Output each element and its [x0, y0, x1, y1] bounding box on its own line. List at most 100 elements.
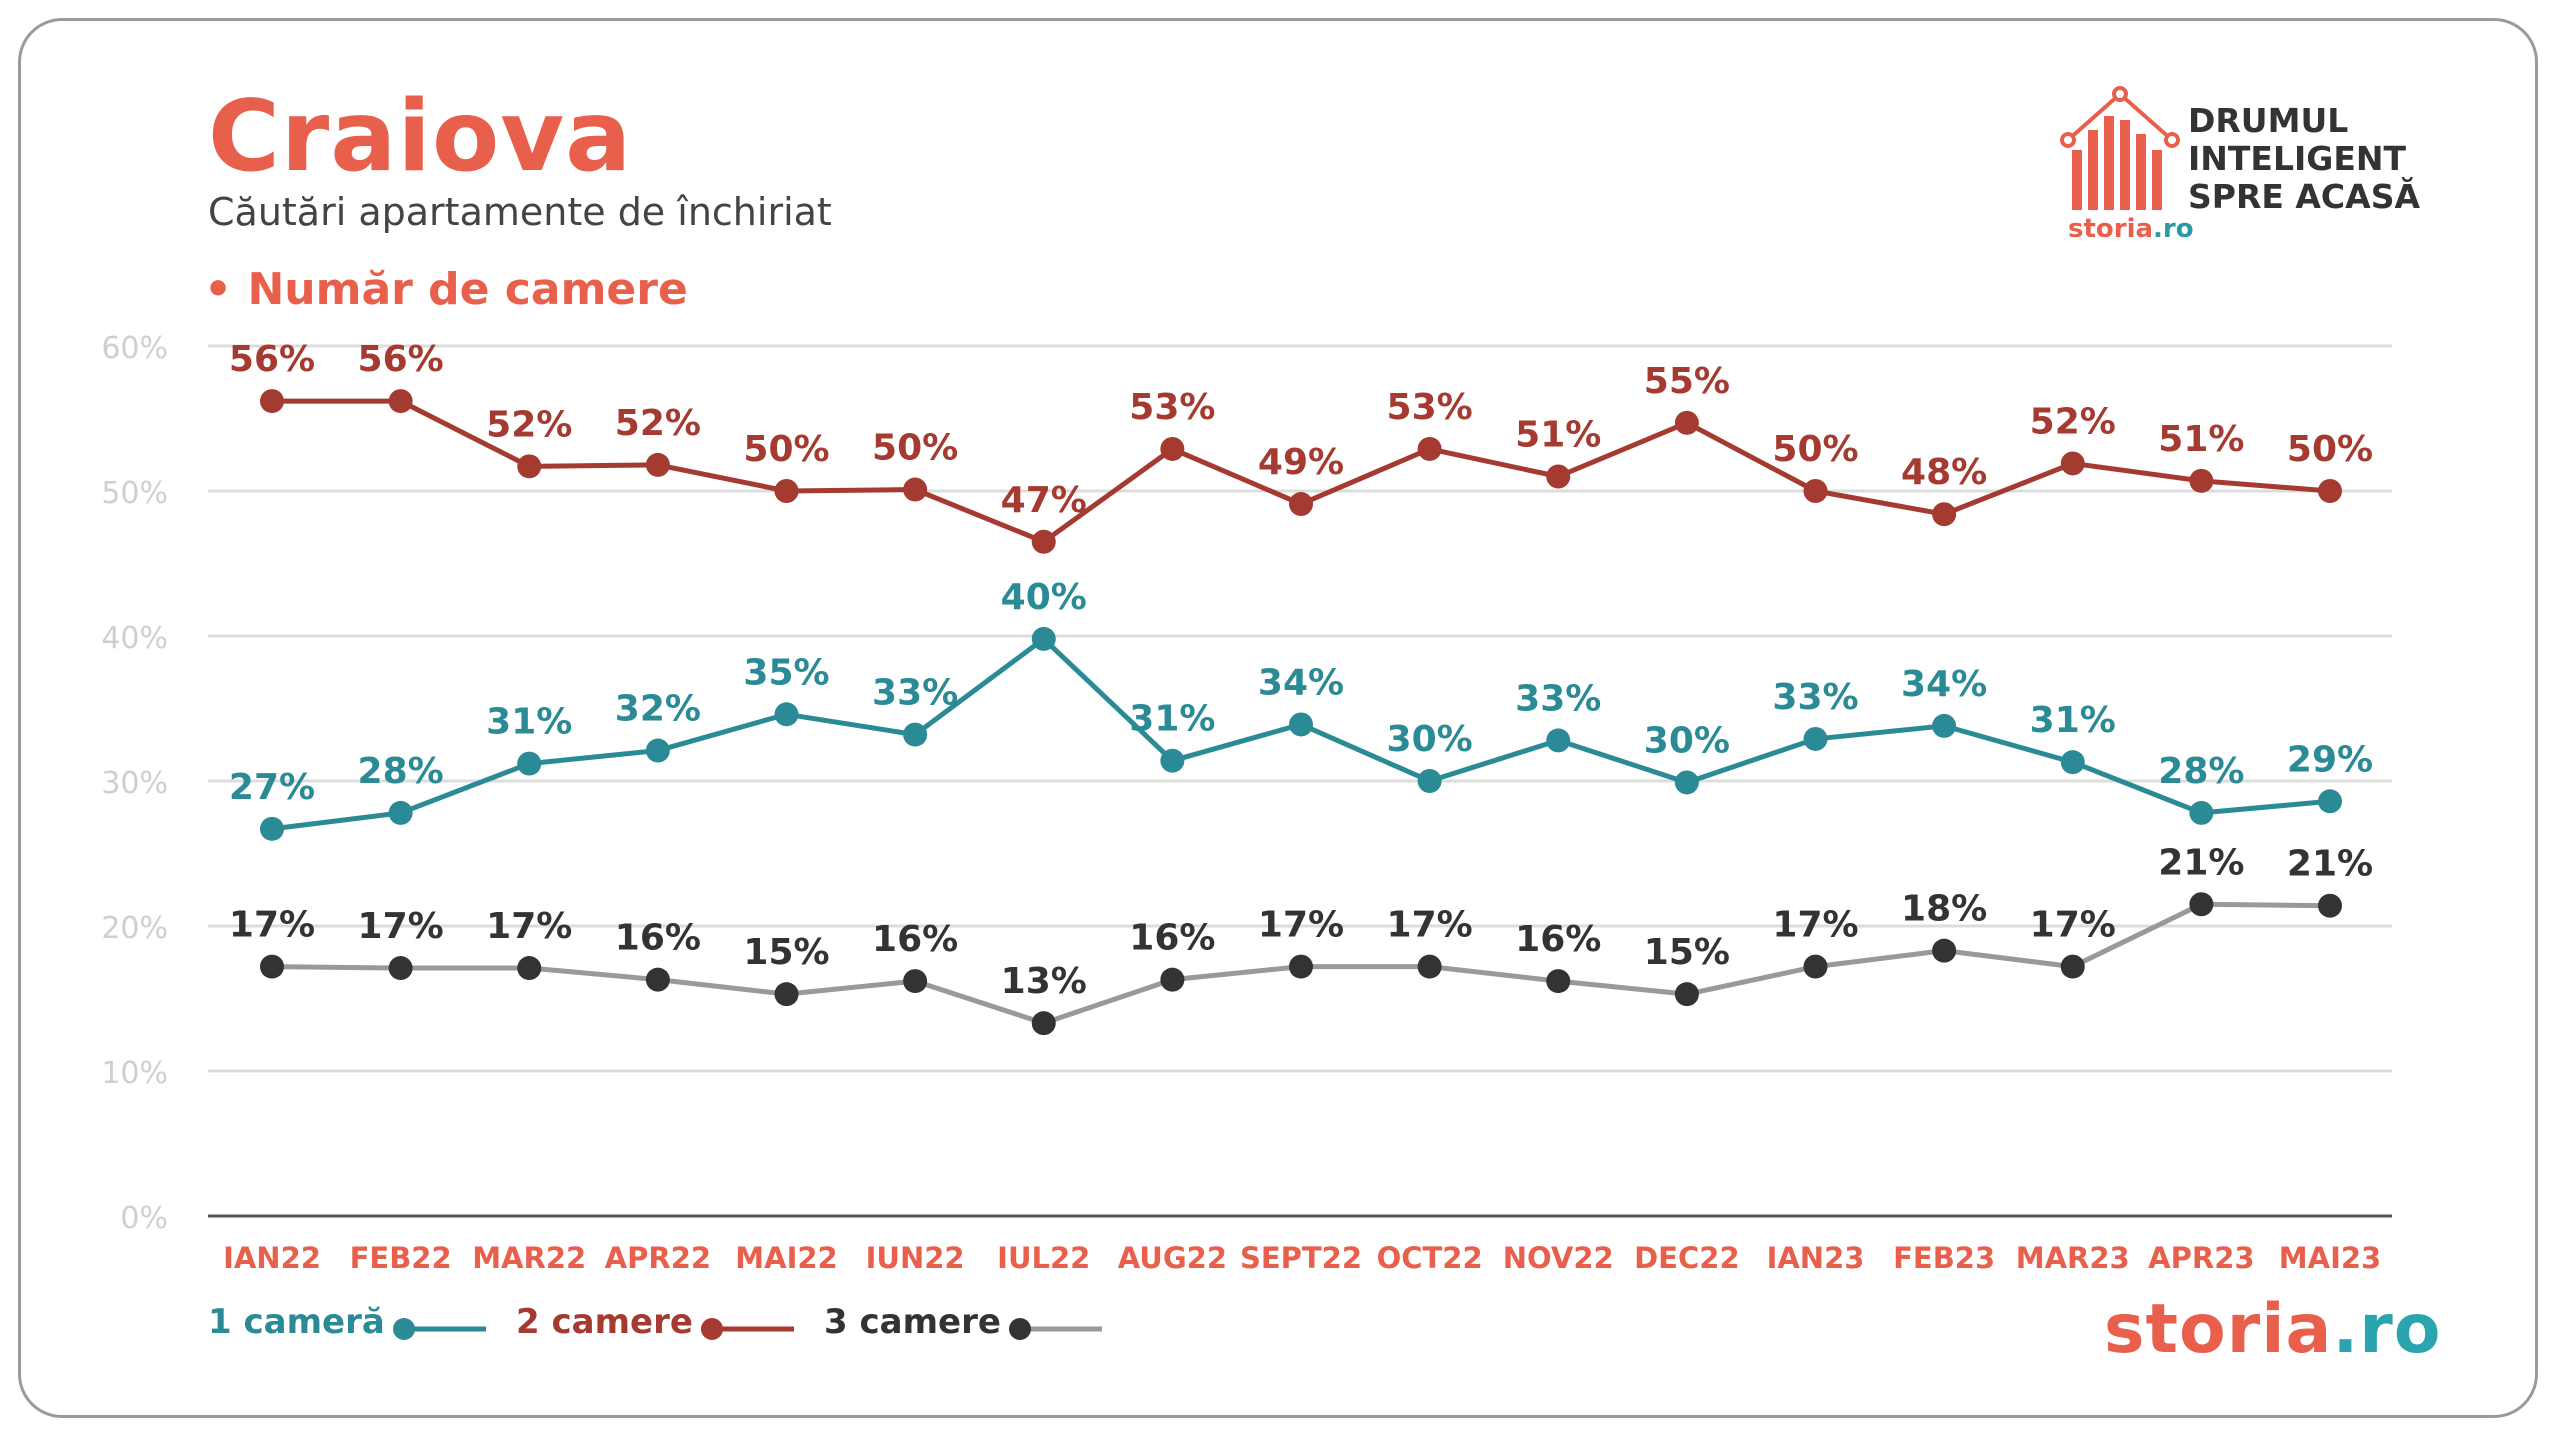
data-label: 17%: [1258, 905, 1344, 946]
y-tick-label: 60%: [101, 331, 168, 366]
data-point: [645, 967, 670, 992]
data-point: [2189, 468, 2214, 493]
data-label: 16%: [1515, 919, 1601, 960]
data-point: [388, 389, 413, 414]
data-label: 49%: [1258, 442, 1344, 483]
chart-title: Craiova: [208, 80, 633, 194]
data-label: 18%: [1901, 889, 1987, 930]
data-point: [1803, 954, 1828, 979]
data-label: 33%: [1515, 678, 1601, 719]
x-tick-label: MAR22: [472, 1241, 586, 1275]
data-label: 40%: [1001, 577, 1087, 618]
data-label: 15%: [743, 932, 829, 973]
data-label: 16%: [1129, 918, 1215, 959]
data-label: 17%: [1772, 905, 1858, 946]
storia-logo-tld: .ro: [2332, 1290, 2442, 1369]
data-label: 16%: [872, 919, 958, 960]
data-label: 17%: [229, 905, 315, 946]
brand-tagline: DRUMUL INTELIGENT SPRE ACASĂ: [2188, 102, 2420, 216]
data-label: 52%: [486, 404, 572, 445]
data-point: [1546, 728, 1571, 753]
x-tick-label: APR22: [605, 1241, 711, 1275]
y-tick-label: 20%: [101, 911, 168, 946]
data-point: [1289, 712, 1313, 737]
x-tick-label: OCT22: [1377, 1241, 1483, 1275]
data-label: 51%: [2158, 419, 2244, 460]
brand-small-logo: storia.ro: [2068, 214, 2194, 244]
x-tick-label: FEB22: [350, 1241, 452, 1275]
data-point: [1160, 748, 1185, 773]
data-label: 51%: [1515, 415, 1601, 456]
data-label: 34%: [1901, 664, 1987, 705]
data-label: 33%: [1772, 677, 1858, 718]
section-heading: • Număr de camere: [204, 264, 688, 315]
data-label: 27%: [229, 767, 315, 808]
x-tick-label: MAR23: [2016, 1241, 2130, 1275]
data-point: [1417, 769, 1442, 793]
x-tick-label: IAN23: [1767, 1241, 1865, 1275]
data-point: [774, 982, 799, 1007]
data-point: [2060, 451, 2085, 476]
y-tick-label: 40%: [101, 621, 168, 656]
house-bar-chart-icon: [2060, 86, 2180, 210]
x-tick-label: SEPT22: [1240, 1241, 1362, 1275]
x-tick-label: DEC22: [1634, 1241, 1740, 1275]
x-tick-label: IAN22: [223, 1241, 321, 1275]
legend-item-2-camere: 2 camere: [516, 1302, 693, 1342]
data-point: [2060, 954, 2085, 979]
data-point: [2318, 893, 2342, 918]
data-point: [1031, 626, 1056, 651]
legend-item-3-camere: 3 camere: [824, 1302, 1001, 1342]
data-label: 31%: [2030, 700, 2116, 741]
data-point: [645, 738, 670, 763]
x-tick-label: MAI22: [735, 1241, 837, 1275]
data-label: 30%: [1644, 720, 1730, 761]
data-label: 30%: [1387, 719, 1473, 760]
data-label: 13%: [1001, 961, 1087, 1002]
data-label: 53%: [1129, 387, 1215, 428]
x-tick-label: IUN22: [866, 1241, 965, 1275]
data-label: 28%: [2158, 751, 2244, 792]
data-label: 52%: [2030, 401, 2116, 442]
data-point: [903, 477, 928, 502]
x-tick-label: FEB23: [1893, 1241, 1995, 1275]
y-tick-label: 50%: [101, 476, 168, 511]
data-point: [1674, 410, 1699, 435]
data-point: [1031, 1011, 1056, 1036]
chart-subtitle: Căutări apartamente de închiriat: [208, 190, 832, 234]
x-tick-label: AUG22: [1118, 1241, 1227, 1275]
data-label: 50%: [1772, 429, 1858, 470]
data-label: 17%: [2030, 905, 2116, 946]
data-point: [774, 479, 799, 503]
data-label: 33%: [872, 673, 958, 714]
x-tick-label: MAI23: [2279, 1241, 2381, 1275]
data-label: 35%: [743, 652, 829, 693]
data-label: 50%: [872, 428, 958, 469]
x-tick-label: NOV22: [1503, 1241, 1614, 1275]
data-point: [1546, 969, 1571, 994]
data-point: [903, 969, 928, 994]
data-point: [1289, 492, 1313, 517]
data-point: [774, 702, 799, 727]
data-label: 17%: [486, 906, 572, 947]
data-label: 53%: [1387, 387, 1473, 428]
data-point: [1417, 436, 1442, 461]
data-label: 15%: [1644, 932, 1730, 973]
brand-tagline-line3: SPRE ACASĂ: [2188, 177, 2420, 216]
legend-marker: [393, 1318, 415, 1340]
data-point: [1803, 479, 1828, 503]
y-tick-label: 0%: [120, 1201, 168, 1236]
data-label: 16%: [615, 918, 701, 959]
data-label: 50%: [2287, 429, 2373, 470]
data-point: [388, 956, 413, 981]
chart-frame: [18, 18, 2538, 1418]
data-label: 52%: [615, 403, 701, 444]
storia-logo-name: storia: [2104, 1290, 2333, 1369]
x-tick-label: APR23: [2148, 1241, 2254, 1275]
data-point: [1932, 713, 1957, 738]
data-label: 31%: [486, 702, 572, 743]
data-point: [2060, 750, 2085, 775]
storia-logo: storia.ro: [2104, 1290, 2442, 1369]
data-point: [2189, 892, 2214, 917]
